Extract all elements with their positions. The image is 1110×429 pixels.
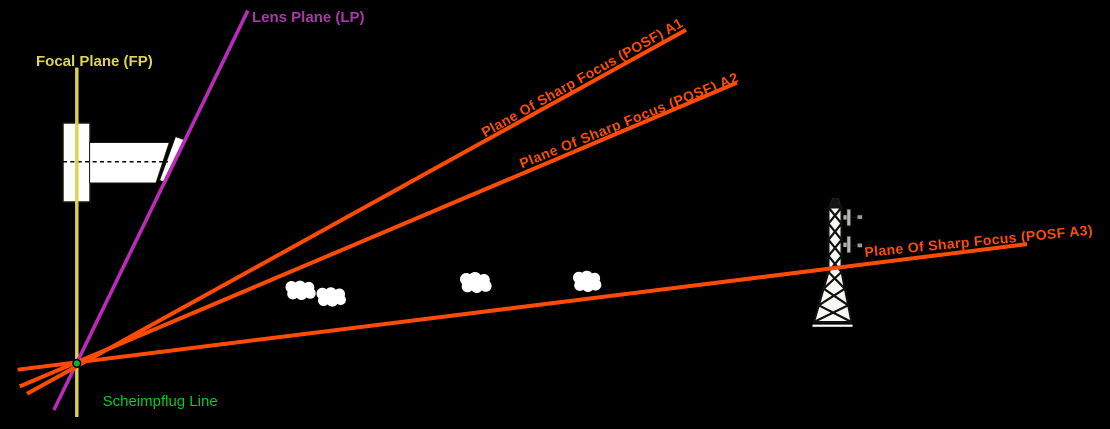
svg-text:Scheimpflug Line: Scheimpflug Line [103, 393, 218, 410]
svg-text:Lens Plane (LP): Lens Plane (LP) [252, 9, 365, 26]
svg-text:Focal Plane (FP): Focal Plane (FP) [36, 53, 153, 70]
